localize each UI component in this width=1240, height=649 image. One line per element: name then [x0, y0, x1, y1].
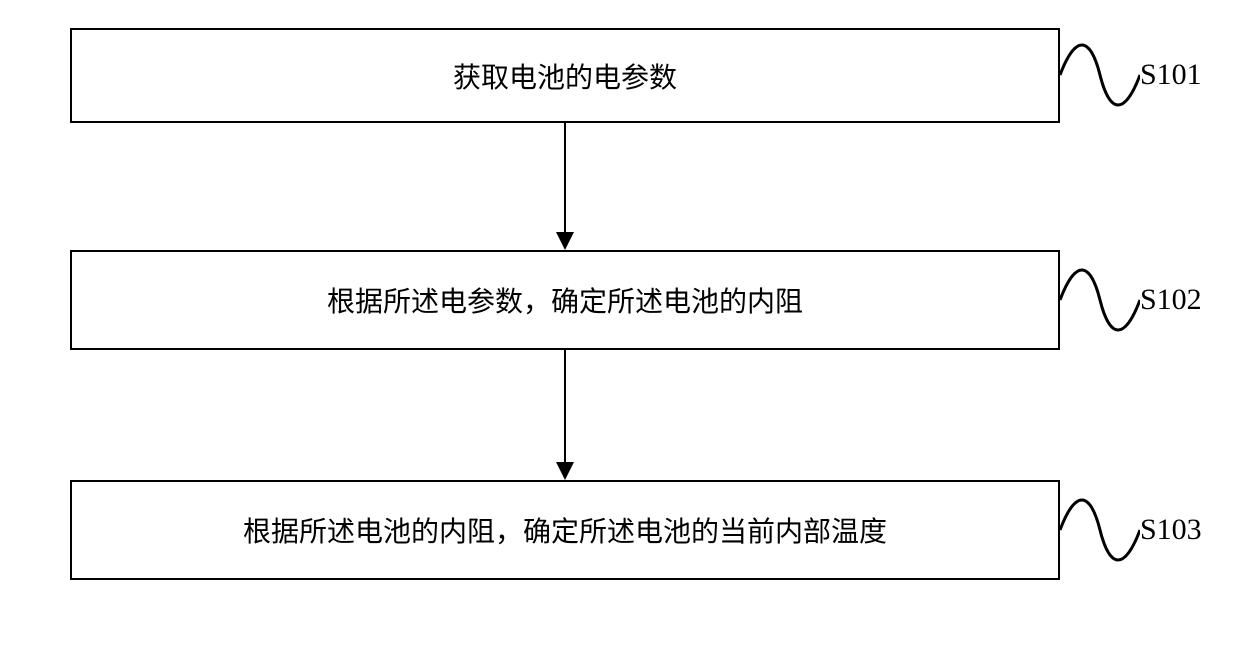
flowchart-arrow — [564, 123, 566, 232]
flowchart-step-label: S102 — [1140, 283, 1202, 317]
wave-connector-icon — [1060, 255, 1140, 345]
flowchart-step-label: S101 — [1140, 58, 1202, 92]
wave-connector-icon — [1060, 485, 1140, 575]
flowchart-step-label: S103 — [1140, 513, 1202, 547]
arrow-down-icon — [556, 232, 574, 250]
flowchart-step-s103: 根据所述电池的内阻，确定所述电池的当前内部温度 — [70, 480, 1060, 580]
flowchart-step-text: 根据所述电参数，确定所述电池的内阻 — [327, 280, 803, 320]
flowchart-canvas: 获取电池的电参数 S101 根据所述电参数，确定所述电池的内阻 S102 根据所… — [0, 0, 1240, 649]
flowchart-step-text: 根据所述电池的内阻，确定所述电池的当前内部温度 — [243, 510, 887, 550]
flowchart-step-s102: 根据所述电参数，确定所述电池的内阻 — [70, 250, 1060, 350]
flowchart-step-s101: 获取电池的电参数 — [70, 28, 1060, 123]
wave-connector-icon — [1060, 30, 1140, 120]
arrow-down-icon — [556, 462, 574, 480]
flowchart-step-text: 获取电池的电参数 — [453, 56, 677, 96]
flowchart-arrow — [564, 350, 566, 462]
